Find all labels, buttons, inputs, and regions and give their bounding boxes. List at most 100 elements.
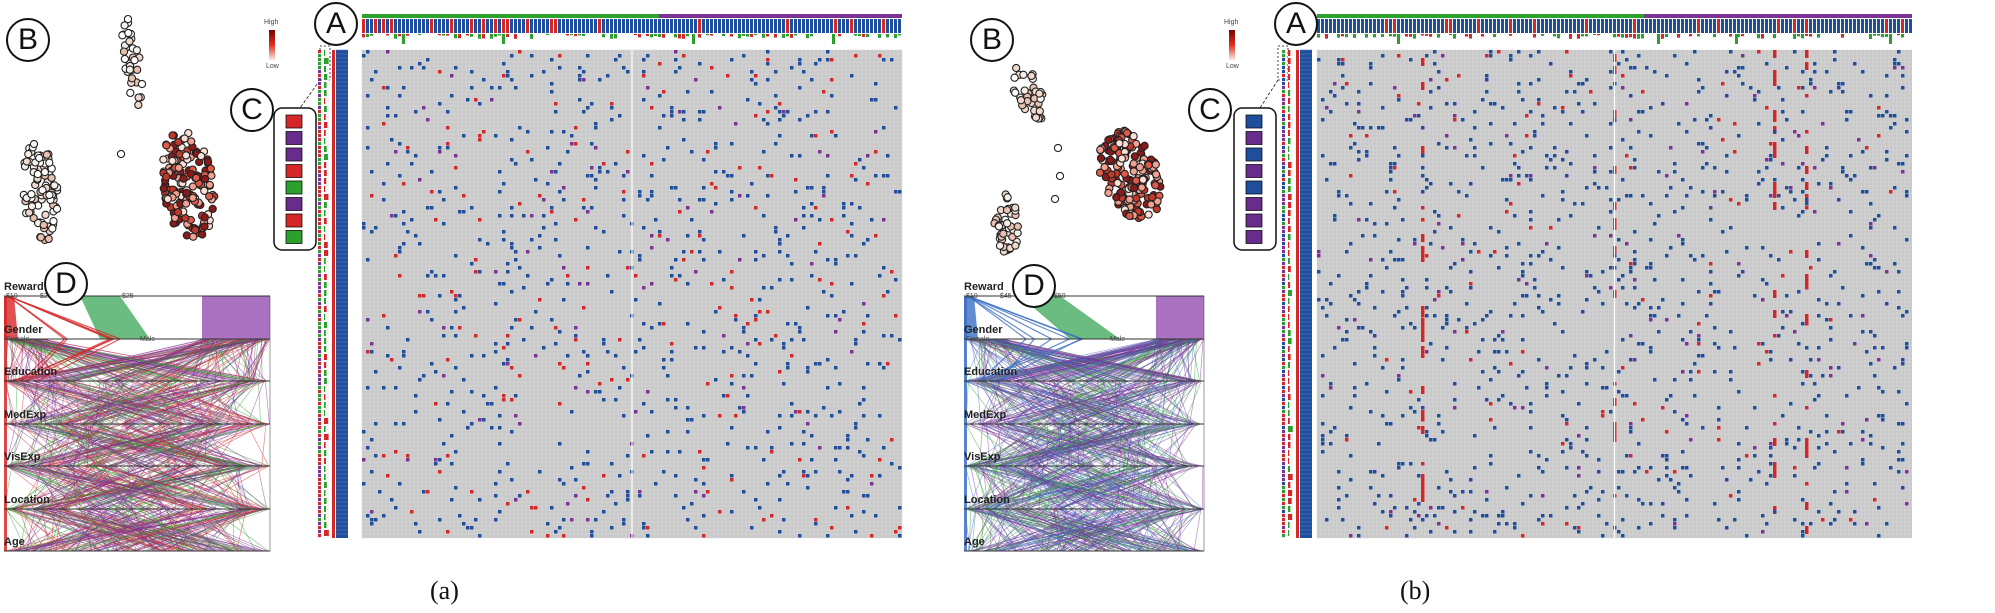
matrix-cell (430, 170, 434, 174)
matrix-cell (1805, 370, 1809, 378)
matrix-cell (1529, 226, 1533, 230)
sidebar-bar (1288, 178, 1291, 184)
scatter-point (29, 139, 39, 149)
header-cell (466, 19, 469, 33)
matrix-cell (666, 430, 670, 434)
matrix-cell (1689, 370, 1693, 374)
label-c: C (1188, 88, 1232, 132)
matrix-cell (798, 118, 802, 122)
matrix-cell (762, 286, 766, 290)
matrix-cell (1773, 394, 1777, 398)
sidebar-bar (324, 266, 326, 272)
header-cell (1813, 19, 1816, 33)
matrix-cell (494, 342, 498, 346)
header-cell (822, 19, 825, 33)
matrix-cell (1317, 298, 1321, 302)
matrix-cell (498, 470, 502, 474)
matrix-cell (1593, 102, 1597, 106)
matrix-cell (1541, 514, 1545, 518)
matrix-cell (1437, 294, 1441, 298)
matrix-cell (578, 78, 582, 82)
pc-line (7, 338, 218, 552)
matrix-cell (746, 394, 750, 398)
matrix-cell (742, 406, 746, 410)
matrix-cell (1341, 62, 1345, 66)
matrix-cell (814, 414, 818, 418)
label-b: B (6, 18, 50, 62)
sidebar-cell (318, 270, 321, 273)
header-cell (1489, 19, 1492, 33)
matrix-cell (1729, 198, 1733, 202)
matrix-cell (1625, 302, 1629, 306)
matrix-cell (602, 342, 606, 346)
matrix-cell (1497, 514, 1501, 518)
matrix-cell (1565, 150, 1569, 154)
matrix-cell (778, 426, 782, 430)
matrix-cell (1365, 282, 1369, 286)
matrix-cell (818, 218, 822, 222)
matrix-cell (1561, 390, 1565, 394)
header-bar (762, 34, 765, 38)
header-cell (1841, 19, 1844, 33)
matrix-cell (578, 66, 582, 70)
matrix-cell (1645, 66, 1649, 70)
matrix-cell (1353, 394, 1357, 398)
matrix-cell (1897, 270, 1901, 274)
matrix-cell (802, 470, 806, 474)
sidebar-cell (1282, 434, 1285, 437)
matrix-cell (718, 306, 722, 310)
color-legend: High Low (1224, 19, 1240, 70)
matrix-cell (710, 90, 714, 94)
matrix-cell (1513, 214, 1517, 218)
matrix-cell (1389, 494, 1393, 498)
matrix-cell (1605, 350, 1609, 354)
scatter-point (1113, 178, 1122, 188)
matrix-cell (494, 270, 498, 274)
matrix-cell (726, 442, 730, 446)
matrix-cell (1849, 234, 1853, 238)
matrix-cell (1825, 414, 1829, 418)
matrix-cell (1673, 410, 1677, 414)
matrix-cell (1381, 106, 1385, 110)
header-cell (1605, 19, 1608, 33)
matrix-cell (1401, 326, 1405, 330)
pc-line (22, 338, 167, 552)
header-bar (1393, 34, 1396, 37)
matrix-cell (1805, 206, 1809, 210)
matrix-cell (1621, 394, 1625, 398)
matrix-cell (1329, 162, 1333, 166)
matrix-cell (1525, 134, 1529, 138)
header-bar (866, 34, 869, 38)
header-cell (818, 19, 821, 33)
matrix-cell (434, 218, 438, 222)
matrix-cell (830, 218, 834, 222)
matrix-cell (462, 378, 466, 382)
matrix-cell (594, 186, 598, 190)
matrix-cell (606, 494, 610, 498)
matrix-cell (1585, 454, 1589, 458)
matrix-cell (1325, 518, 1329, 522)
matrix-cell (402, 242, 406, 246)
matrix-cell (558, 362, 562, 366)
header-cell (1893, 19, 1896, 33)
matrix-cell (1585, 270, 1589, 274)
header-bar (1577, 34, 1580, 39)
matrix-cell (1425, 514, 1429, 518)
matrix-cell (642, 402, 646, 406)
matrix-cell (1893, 186, 1897, 190)
header-cell (758, 19, 761, 33)
matrix-cell (746, 342, 750, 346)
matrix-cell (810, 202, 814, 206)
sidebar-bar (324, 362, 327, 368)
matrix-cell (598, 170, 602, 174)
matrix-cell (1593, 170, 1597, 174)
sidebar-bar (324, 178, 327, 184)
sidebar-cell (1282, 258, 1285, 261)
matrix-cell (766, 174, 770, 178)
matrix-cell (878, 474, 882, 478)
matrix-cell (1465, 194, 1469, 198)
matrix-cell (658, 322, 662, 326)
matrix-cell (674, 258, 678, 262)
header-bar (1373, 34, 1376, 38)
matrix-cell (1733, 70, 1737, 74)
